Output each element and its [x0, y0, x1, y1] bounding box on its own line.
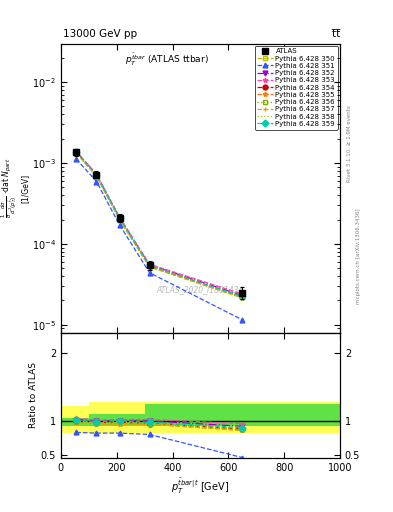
Pythia 6.428 355 [94, 173, 99, 179]
Pythia 6.428 357 [117, 217, 122, 223]
Pythia 6.428 353 [74, 148, 79, 154]
Pythia 6.428 354 [94, 172, 99, 178]
Pythia 6.428 351 [147, 270, 152, 276]
Pythia 6.428 354 [74, 150, 79, 156]
Pythia 6.428 358 [117, 216, 122, 222]
Pythia 6.428 358 [94, 173, 99, 179]
Pythia 6.428 355 [240, 295, 244, 301]
Line: Pythia 6.428 354: Pythia 6.428 354 [74, 150, 245, 300]
Pythia 6.428 358 [240, 294, 244, 300]
Line: Pythia 6.428 356: Pythia 6.428 356 [74, 150, 245, 300]
Pythia 6.428 350 [117, 216, 122, 222]
Line: Pythia 6.428 355: Pythia 6.428 355 [74, 151, 245, 300]
Line: Pythia 6.428 352: Pythia 6.428 352 [74, 149, 245, 298]
Text: t̅t̅: t̅t̅ [332, 29, 340, 39]
Line: Pythia 6.428 358: Pythia 6.428 358 [76, 153, 242, 297]
Pythia 6.428 359 [117, 215, 122, 221]
Pythia 6.428 352 [74, 148, 79, 155]
Line: Pythia 6.428 353: Pythia 6.428 353 [74, 148, 245, 296]
Pythia 6.428 355 [117, 217, 122, 223]
Pythia 6.428 359 [147, 263, 152, 269]
Pythia 6.428 355 [147, 264, 152, 270]
Line: Pythia 6.428 350: Pythia 6.428 350 [74, 151, 245, 300]
Legend: ATLAS, Pythia 6.428 350, Pythia 6.428 351, Pythia 6.428 352, Pythia 6.428 353, P: ATLAS, Pythia 6.428 350, Pythia 6.428 35… [255, 46, 338, 130]
Pythia 6.428 354 [117, 216, 122, 222]
Pythia 6.428 352 [117, 215, 122, 221]
Pythia 6.428 353 [240, 291, 244, 297]
Pythia 6.428 351 [117, 222, 122, 228]
Text: $p_T^{\bar{t}bar}$ (ATLAS ttbar): $p_T^{\bar{t}bar}$ (ATLAS ttbar) [125, 52, 209, 69]
Pythia 6.428 356 [94, 173, 99, 179]
Line: Pythia 6.428 351: Pythia 6.428 351 [74, 157, 245, 322]
Pythia 6.428 352 [147, 262, 152, 268]
Y-axis label: Ratio to ATLAS: Ratio to ATLAS [29, 362, 38, 429]
Line: Pythia 6.428 359: Pythia 6.428 359 [74, 150, 245, 298]
Pythia 6.428 359 [74, 149, 79, 155]
Text: ATLAS_2020_I1801434: ATLAS_2020_I1801434 [157, 285, 244, 294]
Pythia 6.428 350 [240, 294, 244, 300]
Y-axis label: $\frac{1}{\sigma}\frac{d\sigma}{d^2(p_T^{\bar{t}})}$ $\cdot$dat $N_{part}$
[1/Ge: $\frac{1}{\sigma}\frac{d\sigma}{d^2(p_T^… [0, 158, 29, 218]
Pythia 6.428 356 [147, 263, 152, 269]
Pythia 6.428 358 [74, 150, 79, 156]
Pythia 6.428 353 [94, 171, 99, 177]
Pythia 6.428 357 [94, 173, 99, 179]
X-axis label: $p^{\bar{t}bar|t}_T$ [GeV]: $p^{\bar{t}bar|t}_T$ [GeV] [171, 476, 230, 496]
Pythia 6.428 356 [117, 216, 122, 222]
Pythia 6.428 351 [240, 317, 244, 323]
Pythia 6.428 358 [147, 263, 152, 269]
Pythia 6.428 350 [74, 150, 79, 156]
Pythia 6.428 357 [240, 295, 244, 301]
Pythia 6.428 351 [74, 156, 79, 162]
Pythia 6.428 354 [240, 294, 244, 300]
Pythia 6.428 355 [74, 150, 79, 156]
Pythia 6.428 353 [147, 261, 152, 267]
Pythia 6.428 353 [117, 214, 122, 220]
Pythia 6.428 352 [94, 172, 99, 178]
Pythia 6.428 359 [240, 293, 244, 300]
Pythia 6.428 352 [240, 292, 244, 298]
Line: Pythia 6.428 357: Pythia 6.428 357 [74, 151, 245, 300]
Pythia 6.428 356 [74, 150, 79, 156]
Text: mcplots.cern.ch [arXiv:1306.3436]: mcplots.cern.ch [arXiv:1306.3436] [356, 208, 361, 304]
Pythia 6.428 359 [94, 172, 99, 178]
Text: 13000 GeV pp: 13000 GeV pp [63, 29, 137, 39]
Text: Rivet 3.1.10, ≥ 1.9M events: Rivet 3.1.10, ≥ 1.9M events [347, 105, 352, 182]
Pythia 6.428 356 [240, 294, 244, 300]
Pythia 6.428 351 [94, 179, 99, 185]
Pythia 6.428 357 [147, 264, 152, 270]
Pythia 6.428 350 [94, 173, 99, 179]
Pythia 6.428 354 [147, 263, 152, 269]
Pythia 6.428 350 [147, 263, 152, 269]
Pythia 6.428 357 [74, 150, 79, 156]
